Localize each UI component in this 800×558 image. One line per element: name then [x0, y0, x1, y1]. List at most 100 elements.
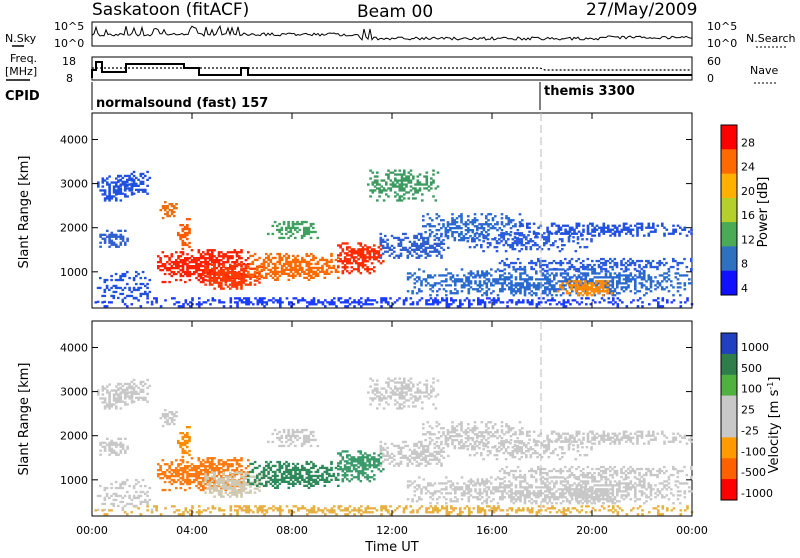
power-cell	[537, 258, 540, 260]
power-cell	[108, 301, 111, 303]
power-cell	[528, 227, 531, 229]
power-cell	[559, 284, 562, 286]
power-cell	[648, 233, 651, 235]
power-cell	[648, 223, 651, 225]
power-cell	[396, 179, 399, 181]
power-cell	[456, 280, 459, 282]
power-cell	[391, 253, 394, 255]
power-cell	[392, 183, 395, 185]
velocity-cell	[104, 397, 107, 399]
power-cell	[290, 261, 293, 263]
power-cell	[677, 286, 680, 288]
velocity-cell	[220, 459, 223, 461]
power-cell	[240, 288, 243, 290]
power-cell	[133, 277, 136, 279]
velocity-cell	[294, 475, 297, 477]
power-cell	[173, 297, 176, 299]
velocity-cell	[133, 401, 136, 403]
power-cell	[479, 284, 482, 286]
velocity-cell	[277, 507, 280, 509]
power-cell	[567, 233, 570, 235]
velocity-cell	[231, 484, 234, 486]
velocity-cell	[204, 461, 207, 463]
velocity-cell	[434, 507, 437, 509]
power-cell	[310, 263, 313, 265]
power-cell	[436, 245, 439, 247]
power-cell	[598, 264, 601, 266]
velocity-cell	[297, 463, 300, 465]
power-cell	[544, 260, 547, 262]
velocity-cell	[263, 509, 266, 511]
power-cell	[606, 292, 609, 294]
velocity-cell	[211, 492, 214, 494]
power-cell	[182, 240, 185, 242]
velocity-cell	[306, 485, 309, 487]
power-cell	[290, 271, 293, 273]
power-cell	[473, 238, 476, 240]
velocity-cell	[267, 481, 270, 483]
power-cell	[398, 257, 401, 259]
power-cell	[481, 284, 484, 286]
power-cell	[581, 238, 584, 240]
power-cell	[636, 231, 639, 233]
velocity-cell	[326, 467, 329, 469]
power-cell	[140, 183, 143, 185]
power-cell	[245, 270, 248, 272]
power-cell	[443, 288, 446, 290]
power-cell	[429, 255, 432, 257]
power-cell	[149, 279, 152, 281]
power-cell	[392, 185, 395, 187]
velocity-cell	[175, 415, 178, 417]
power-cell	[120, 230, 123, 232]
power-cell	[588, 292, 591, 294]
power-cell	[106, 279, 109, 281]
power-cell	[296, 227, 299, 229]
power-cell	[480, 246, 483, 248]
velocity-cell	[171, 475, 174, 477]
power-cell	[140, 305, 143, 307]
velocity-cell	[515, 509, 518, 511]
velocity-cell	[227, 494, 230, 496]
power-cell	[200, 265, 203, 267]
power-cell	[168, 273, 171, 275]
velocity-cell	[428, 507, 431, 509]
velocity-cell	[124, 511, 127, 513]
velocity-cell	[162, 459, 165, 461]
power-cell	[510, 274, 513, 276]
power-cell	[140, 189, 143, 191]
power-cell	[372, 172, 375, 174]
velocity-cell	[303, 469, 306, 471]
velocity-cell	[339, 462, 342, 464]
velocity-cell	[238, 480, 241, 482]
power-cell	[378, 183, 381, 185]
power-cell	[521, 234, 524, 236]
freq-tick-low: 8	[66, 72, 73, 85]
power-cell	[104, 279, 107, 281]
power-cell	[465, 278, 468, 280]
power-cell	[603, 233, 606, 235]
velocity-cell	[140, 389, 143, 391]
power-cell	[634, 286, 637, 288]
power-cell	[614, 225, 617, 227]
power-cell	[557, 246, 560, 248]
velocity-cell	[211, 480, 214, 482]
velocity-cell	[567, 507, 570, 509]
power-cell	[473, 240, 476, 242]
power-cell	[367, 299, 370, 301]
power-cell	[663, 288, 666, 290]
velocity-cell	[122, 391, 125, 393]
velocity-cell	[274, 483, 277, 485]
power-cell	[195, 261, 198, 263]
power-cell	[290, 235, 293, 237]
power-cell	[182, 267, 185, 269]
power-cell	[535, 272, 538, 274]
velocity-cell	[184, 469, 187, 471]
power-cell	[281, 237, 284, 239]
power-cell	[609, 290, 612, 292]
velocity-cell	[256, 485, 259, 487]
power-cell	[414, 286, 417, 288]
power-cell	[142, 271, 145, 273]
power-cell	[182, 242, 185, 244]
velocity-cell	[120, 442, 123, 444]
